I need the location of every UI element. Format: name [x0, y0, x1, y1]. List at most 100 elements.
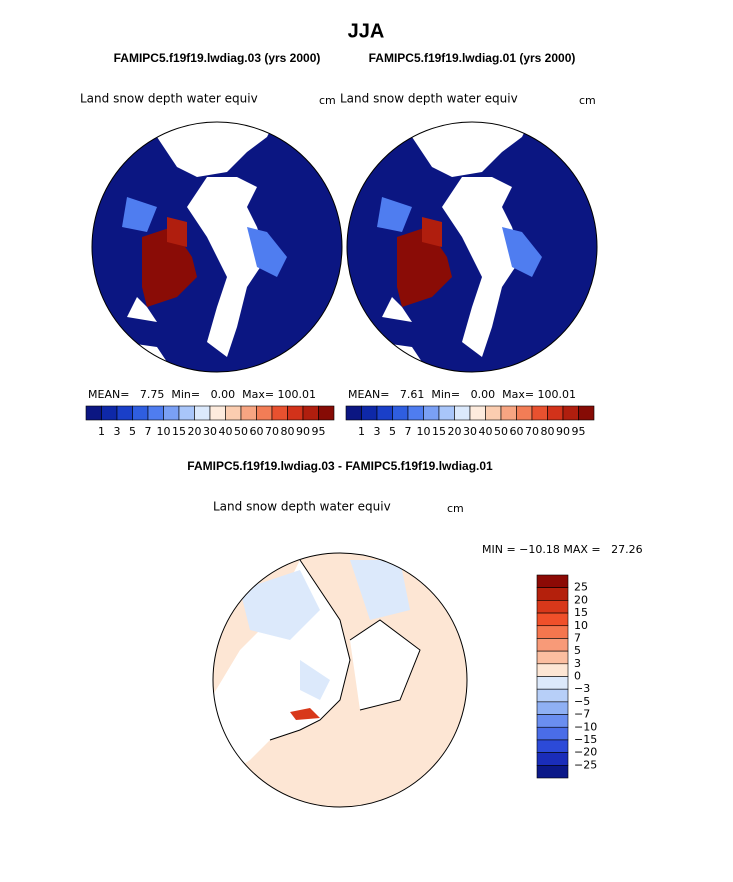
colorbar-label: 3	[574, 657, 581, 670]
colorbar-box	[438, 405, 455, 421]
colorbar-label: 3	[374, 425, 381, 438]
colorbar-label: 90	[296, 425, 310, 438]
colorbar-box	[536, 663, 569, 677]
colorbar-label: 5	[574, 644, 581, 657]
colorbar-box	[85, 405, 102, 421]
colorbar-box	[256, 405, 273, 421]
colorbar-box	[147, 405, 164, 421]
colorbar-box	[536, 701, 569, 715]
colorbar-box	[547, 405, 564, 421]
colorbar-box	[345, 405, 362, 421]
colorbar-label: 20	[188, 425, 202, 438]
colorbar-label: 10	[574, 619, 588, 632]
colorbar-label: 10	[417, 425, 431, 438]
colorbar-label: 60	[510, 425, 524, 438]
colorbar-box	[485, 405, 502, 421]
colorbar-box	[116, 405, 133, 421]
colorbar-label: −7	[574, 708, 590, 721]
colorbar-box	[209, 405, 226, 421]
colorbar-label: 3	[114, 425, 121, 438]
colorbar-label: 7	[145, 425, 152, 438]
colorbar-label: 1	[358, 425, 365, 438]
colorbar-label: 95	[572, 425, 586, 438]
map-border	[91, 121, 343, 373]
colorbar-label: 70	[525, 425, 539, 438]
map-border	[346, 121, 598, 373]
colorbar-box	[536, 650, 569, 665]
variable-label: Land snow depth water equiv	[80, 92, 258, 106]
colorbar-box	[469, 405, 486, 421]
colorbar-box	[101, 405, 118, 421]
units-label: cm	[579, 94, 596, 107]
panel-subtitle: FAMIPC5.f19f19.lwdiag.01 (yrs 2000)	[369, 51, 576, 65]
panel-subtitle: FAMIPC5.f19f19.lwdiag.03 (yrs 2000)	[114, 51, 321, 65]
colorbar-box	[536, 625, 569, 639]
colorbar-box	[178, 405, 195, 421]
units-label: cm	[319, 94, 336, 107]
colorbar-box	[500, 405, 517, 421]
colorbar-label: −25	[574, 758, 597, 771]
colorbar-box	[376, 405, 393, 421]
colorbar-box	[536, 739, 569, 753]
colorbar-box	[392, 405, 409, 421]
colorbar-box	[536, 765, 569, 779]
colorbar-box	[562, 405, 579, 421]
colorbar-label: 50	[494, 425, 508, 438]
colorbar-label: 5	[129, 425, 136, 438]
colorbar-label: 15	[574, 606, 588, 619]
colorbar-label: 30	[203, 425, 217, 438]
colorbar-box	[536, 600, 569, 614]
colorbar-box	[225, 405, 242, 421]
colorbar-label: 80	[541, 425, 555, 438]
colorbar-label: −10	[574, 720, 597, 733]
colorbar-label: −20	[574, 746, 597, 759]
colorbar-box	[302, 405, 319, 421]
colorbar-label: 60	[250, 425, 264, 438]
colorbar-label: 20	[448, 425, 462, 438]
colorbar-label: 15	[172, 425, 186, 438]
colorbar-box	[536, 726, 569, 741]
colorbar-label: 7	[405, 425, 412, 438]
colorbar-label: 95	[312, 425, 326, 438]
colorbar-box	[536, 688, 569, 703]
colorbar-box	[531, 405, 548, 421]
colorbar-box	[536, 676, 569, 690]
units-label: cm	[447, 502, 464, 515]
colorbar-label: 7	[574, 631, 581, 644]
colorbar-box	[536, 752, 569, 766]
colorbar-box	[407, 405, 424, 421]
colorbar-box	[318, 405, 335, 421]
colorbar-box	[361, 405, 378, 421]
colorbar-box	[516, 405, 533, 421]
colorbar-label: 10	[157, 425, 171, 438]
colorbar-label: 15	[432, 425, 446, 438]
variable-label: Land snow depth water equiv	[213, 500, 391, 514]
colorbar-label: −3	[574, 682, 590, 695]
colorbar-box	[578, 405, 595, 421]
stats: MEAN= 7.61 Min= 0.00 Max= 100.01	[348, 388, 576, 401]
stats: MEAN= 7.75 Min= 0.00 Max= 100.01	[88, 388, 316, 401]
colorbar-box	[163, 405, 180, 421]
colorbar-label: 20	[574, 593, 588, 606]
map	[347, 122, 597, 372]
map	[213, 553, 467, 807]
colorbar-label: 80	[281, 425, 295, 438]
colorbar-box	[536, 574, 569, 588]
colorbar-box	[287, 405, 304, 421]
colorbar-box	[271, 405, 288, 421]
colorbar-label: −15	[574, 733, 597, 746]
colorbar-label: 25	[574, 581, 588, 594]
stats: MIN = −10.18 MAX = 27.26	[482, 543, 643, 556]
colorbar-box	[536, 612, 569, 627]
diff-subtitle: FAMIPC5.f19f19.lwdiag.03 - FAMIPC5.f19f1…	[187, 459, 493, 473]
colorbar-box	[536, 638, 569, 652]
colorbar-box	[240, 405, 257, 421]
coastline	[269, 559, 421, 741]
colorbar-label: 90	[556, 425, 570, 438]
colorbar-label: 50	[234, 425, 248, 438]
map-border	[212, 552, 468, 808]
colorbar-label: 0	[574, 670, 581, 683]
colorbar-label: 40	[219, 425, 233, 438]
colorbar-box	[454, 405, 471, 421]
